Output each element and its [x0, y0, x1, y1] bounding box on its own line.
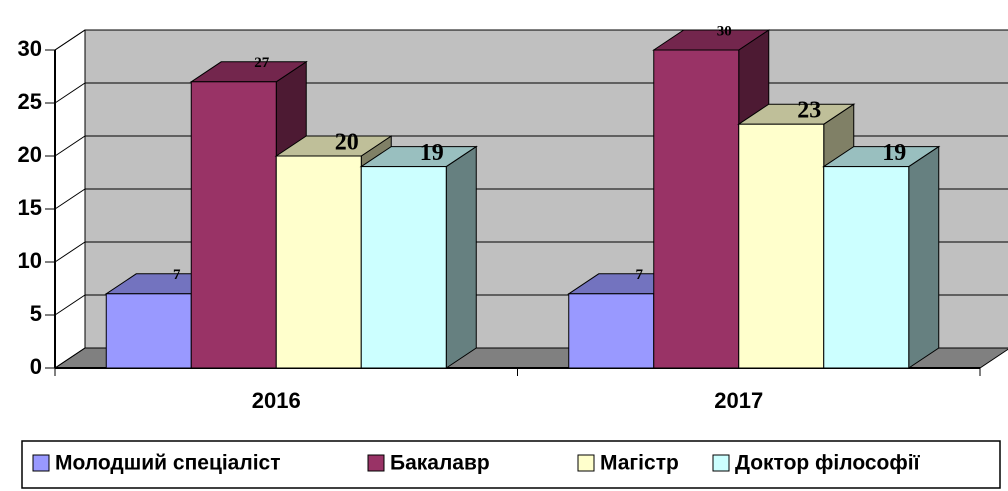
- x-tick-label: 2016: [252, 388, 301, 413]
- legend-label: Бакалавр: [390, 452, 490, 475]
- legend-label: Доктор філософії: [735, 452, 921, 475]
- value-label: 30: [717, 23, 732, 39]
- value-label: 27: [254, 55, 270, 71]
- bar-front: [738, 123, 825, 369]
- legend-label: Молодший спеціаліст: [55, 452, 281, 475]
- y-tick-label: 20: [18, 142, 42, 167]
- legend-label: Магістр: [600, 452, 679, 475]
- value-label: 23: [797, 98, 821, 124]
- bar-front: [360, 166, 447, 369]
- legend-swatch: [712, 454, 730, 472]
- legend-swatch: [32, 454, 50, 472]
- legend-swatch: [367, 454, 385, 472]
- value-label: 19: [420, 140, 444, 166]
- y-tick-label: 30: [18, 36, 42, 61]
- bar-front: [105, 293, 192, 369]
- y-tick-label: 25: [18, 89, 42, 114]
- value-label: 19: [882, 140, 906, 166]
- legend-box: [21, 440, 1001, 489]
- y-tick-label: 5: [30, 301, 42, 326]
- value-label: 7: [173, 267, 181, 283]
- x-tick-label: 2017: [714, 388, 763, 413]
- y-tick-label: 10: [18, 248, 42, 273]
- bar-front: [190, 81, 277, 369]
- bar: [359, 145, 478, 369]
- bar: [822, 145, 941, 369]
- y-axis-back: [54, 29, 86, 51]
- bar-side: [908, 145, 940, 369]
- value-label: 20: [335, 130, 359, 156]
- y-tick-label: 0: [30, 354, 42, 379]
- y-tick-label: 15: [18, 195, 42, 220]
- legend-swatch: [577, 454, 595, 472]
- bar-front: [568, 293, 655, 369]
- value-label: 7: [636, 267, 644, 283]
- bar-front: [275, 155, 362, 369]
- bar-front: [823, 166, 910, 369]
- bar-side: [445, 145, 477, 369]
- bar-front: [653, 49, 740, 369]
